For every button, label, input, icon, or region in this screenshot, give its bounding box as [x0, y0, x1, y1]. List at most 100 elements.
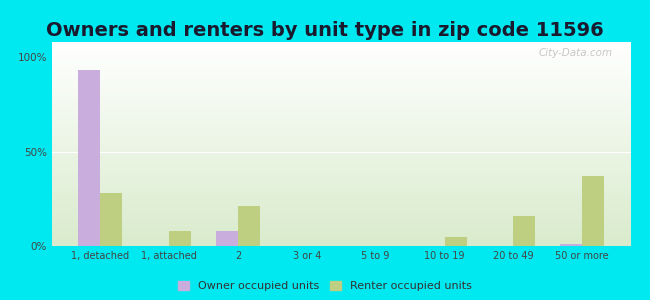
- Bar: [52, 105, 630, 106]
- Bar: [52, 101, 630, 102]
- Bar: [52, 228, 630, 229]
- Bar: [52, 59, 630, 60]
- Bar: [52, 177, 630, 178]
- Bar: [52, 68, 630, 70]
- Bar: [52, 235, 630, 236]
- Bar: [52, 218, 630, 220]
- Bar: [52, 60, 630, 62]
- Bar: [216, 231, 238, 246]
- Bar: [52, 239, 630, 240]
- Bar: [52, 93, 630, 94]
- Bar: [52, 193, 630, 194]
- Bar: [52, 137, 630, 138]
- Bar: [52, 45, 630, 46]
- Bar: [52, 197, 630, 198]
- Bar: [52, 186, 630, 187]
- Bar: [52, 165, 630, 166]
- Bar: [52, 224, 630, 225]
- Bar: [52, 131, 630, 132]
- Bar: [52, 226, 630, 228]
- Bar: [52, 233, 630, 234]
- Bar: [52, 102, 630, 103]
- Bar: [52, 129, 630, 130]
- Bar: [52, 209, 630, 210]
- Bar: [52, 132, 630, 133]
- Bar: [52, 130, 630, 131]
- Bar: [52, 245, 630, 246]
- Bar: [52, 237, 630, 238]
- Bar: [52, 213, 630, 214]
- Bar: [52, 155, 630, 156]
- Bar: [582, 176, 604, 246]
- Bar: [52, 158, 630, 159]
- Bar: [52, 80, 630, 81]
- Bar: [52, 78, 630, 79]
- Bar: [52, 96, 630, 97]
- Bar: [52, 114, 630, 116]
- Bar: [52, 234, 630, 235]
- Bar: [52, 175, 630, 176]
- Bar: [52, 90, 630, 91]
- Bar: [52, 70, 630, 72]
- Bar: [52, 189, 630, 190]
- Bar: [52, 83, 630, 84]
- Bar: [52, 139, 630, 140]
- Bar: [52, 208, 630, 209]
- Bar: [52, 133, 630, 134]
- Bar: [52, 148, 630, 149]
- Bar: [52, 54, 630, 55]
- Bar: [52, 180, 630, 181]
- Bar: [52, 167, 630, 169]
- Bar: [514, 216, 536, 246]
- Bar: [52, 121, 630, 122]
- Bar: [52, 198, 630, 199]
- Bar: [52, 88, 630, 89]
- Bar: [52, 230, 630, 231]
- Bar: [52, 81, 630, 82]
- Bar: [52, 206, 630, 207]
- Bar: [52, 192, 630, 193]
- Bar: [52, 229, 630, 230]
- Bar: [52, 184, 630, 185]
- Bar: [52, 111, 630, 112]
- Bar: [52, 196, 630, 197]
- Bar: [52, 136, 630, 137]
- Bar: [52, 194, 630, 195]
- Bar: [52, 210, 630, 211]
- Bar: [52, 126, 630, 127]
- Bar: [52, 76, 630, 77]
- Bar: [52, 89, 630, 90]
- Bar: [52, 146, 630, 147]
- Bar: [52, 241, 630, 242]
- Bar: [52, 243, 630, 244]
- Bar: [52, 212, 630, 213]
- Bar: [52, 64, 630, 65]
- Bar: [52, 147, 630, 148]
- Bar: [52, 135, 630, 136]
- Bar: [52, 79, 630, 80]
- Bar: [52, 156, 630, 157]
- Bar: [52, 61, 630, 62]
- Bar: [52, 164, 630, 165]
- Bar: [52, 144, 630, 145]
- Bar: [52, 178, 630, 179]
- Bar: [52, 110, 630, 111]
- Bar: [52, 183, 630, 184]
- Bar: [52, 162, 630, 164]
- Bar: [52, 112, 630, 113]
- Bar: [52, 154, 630, 155]
- Bar: [52, 160, 630, 161]
- Bar: [52, 84, 630, 85]
- Bar: [52, 122, 630, 123]
- Bar: [52, 63, 630, 64]
- Bar: [52, 62, 630, 63]
- Bar: [52, 188, 630, 189]
- Bar: [52, 215, 630, 216]
- Bar: [52, 153, 630, 154]
- Bar: [52, 159, 630, 160]
- Bar: [52, 195, 630, 196]
- Bar: [52, 98, 630, 99]
- Bar: [52, 47, 630, 48]
- Bar: [52, 119, 630, 121]
- Bar: [52, 77, 630, 78]
